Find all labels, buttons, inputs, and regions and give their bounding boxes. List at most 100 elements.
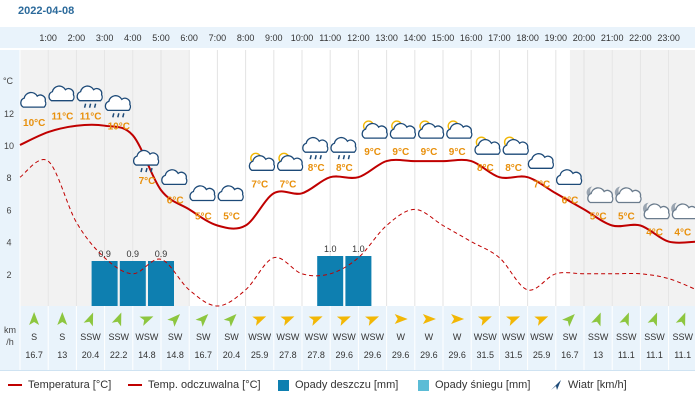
hour-label: 22:00 (629, 33, 652, 43)
wind-arrow-icon (223, 314, 237, 327)
hour-label: 2:00 (68, 33, 86, 43)
wind-arrow-shape (591, 312, 601, 327)
raindrop (112, 113, 115, 118)
rain-cloud-icon (132, 149, 160, 173)
wind-arrow-shape (619, 312, 629, 327)
rain-cloud-icon (330, 137, 357, 160)
temperature-line (19, 123, 695, 244)
wind-speed: 31.5 (505, 350, 523, 360)
wind-arrow-shape (422, 314, 436, 324)
cloud-icon (48, 85, 75, 102)
temperature-label: 5°C (590, 212, 607, 223)
rain-cloud-icon (76, 85, 103, 108)
hour-label: 11:00 (319, 33, 341, 43)
hour-label: 3:00 (96, 33, 114, 43)
legend-temperature-swatch (8, 384, 22, 386)
wind-arrow-icon (336, 316, 351, 326)
wind-direction: SSW (616, 332, 637, 342)
y-unit-label: °C (3, 76, 14, 86)
legend-snow-swatch (418, 379, 429, 391)
cloud-shape (104, 95, 131, 111)
legend-wind-label: Wiatr [km/h] (568, 379, 627, 391)
wind-direction: W (425, 332, 434, 342)
cloud-shape (361, 122, 388, 139)
wind-arrow-shape (167, 314, 181, 327)
chart-legend: Temperatura [°C] Temp. odczuwalna [°C] O… (0, 370, 695, 401)
cloud-icon (217, 185, 244, 202)
temperature-label: 6°C (167, 195, 184, 206)
sun-cloud-icon (446, 120, 473, 139)
wind-arrow-shape (477, 316, 492, 326)
wind-arrow-shape (336, 316, 351, 326)
wind-arrow-shape (139, 316, 154, 326)
legend-feels-like-label: Temp. odczuwalna [°C] (148, 379, 261, 391)
wind-speed: 29.6 (336, 350, 354, 360)
wind-arrow-shape (111, 312, 122, 327)
cloud-shape (20, 91, 47, 108)
legend-snow-label: Opady śniegu [mm] (435, 379, 531, 391)
raindrop (314, 155, 317, 160)
raindrop (140, 167, 143, 173)
raindrop (319, 155, 322, 160)
wind-arrow-shape (534, 316, 549, 326)
y-tick-label: 12 (4, 109, 14, 119)
forecast-date: 2022-04-08 (18, 5, 75, 17)
hour-label: 8:00 (237, 33, 255, 43)
wind-direction: W (396, 332, 405, 342)
hour-header-bar (0, 27, 20, 48)
legend-feels-like: Temp. odczuwalna [°C] (128, 379, 261, 391)
wind-arrow-shape (195, 314, 209, 327)
wind-direction: WSW (135, 332, 158, 342)
wind-arrow-icon (365, 316, 379, 326)
cloud-shape (76, 85, 103, 102)
temperature-label: 5°C (195, 212, 212, 223)
temperature-label: 9°C (392, 147, 409, 158)
cloud-shape (48, 85, 75, 102)
cloud-shape (189, 185, 216, 202)
wind-direction: SSW (80, 332, 101, 342)
sun-cloud-icon (389, 120, 416, 139)
cloud-shape (555, 169, 583, 186)
hour-label: 4:00 (124, 33, 142, 43)
moon-cloud-icon (642, 202, 670, 220)
cloud-shape (615, 187, 642, 204)
cloud-shape (527, 153, 554, 169)
rain-bar (91, 261, 118, 306)
wind-arrow-shape (83, 312, 94, 327)
wind-direction: WSW (248, 332, 271, 342)
wind-arrow-icon (111, 312, 122, 327)
wind-speed: 29.6 (420, 350, 438, 360)
wind-arrow-shape (647, 312, 658, 327)
raindrop (150, 167, 153, 173)
hour-label: 1:00 (39, 33, 57, 43)
wind-direction: WSW (474, 332, 497, 342)
hour-label: 23:00 (657, 33, 680, 43)
y-tick-label: 10 (4, 141, 14, 151)
wind-unit-label: km (4, 325, 16, 335)
wind-arrow-icon (252, 316, 267, 326)
temperature-label: 10°C (108, 121, 130, 132)
wind-arrow-icon (83, 312, 94, 327)
rain-bar-label: 0.9 (127, 249, 140, 259)
raindrop (122, 113, 125, 118)
wind-speed: 25.9 (251, 350, 269, 360)
cloud-shape (217, 185, 244, 202)
wind-arrow-shape (506, 316, 520, 326)
sun-cloud-icon (502, 136, 529, 155)
hour-label: 6:00 (180, 33, 198, 43)
hour-label: 13:00 (375, 33, 398, 43)
temperature-label: 9°C (449, 147, 466, 158)
wind-arrow-icon (477, 316, 492, 326)
wind-arrow-icon (422, 314, 436, 324)
rain-bar (148, 261, 174, 306)
cloud-shape (417, 122, 445, 139)
wind-arrow-icon (619, 312, 629, 327)
rain-bar-label: 0.9 (155, 249, 168, 259)
wind-direction: SSW (588, 332, 609, 342)
wind-arrow-icon (167, 314, 181, 327)
temperature-lines (19, 123, 695, 307)
cloud-shape (330, 137, 357, 153)
temperature-label: 8°C (336, 163, 353, 174)
wind-direction: SSW (108, 332, 129, 342)
raindrop (347, 155, 351, 160)
